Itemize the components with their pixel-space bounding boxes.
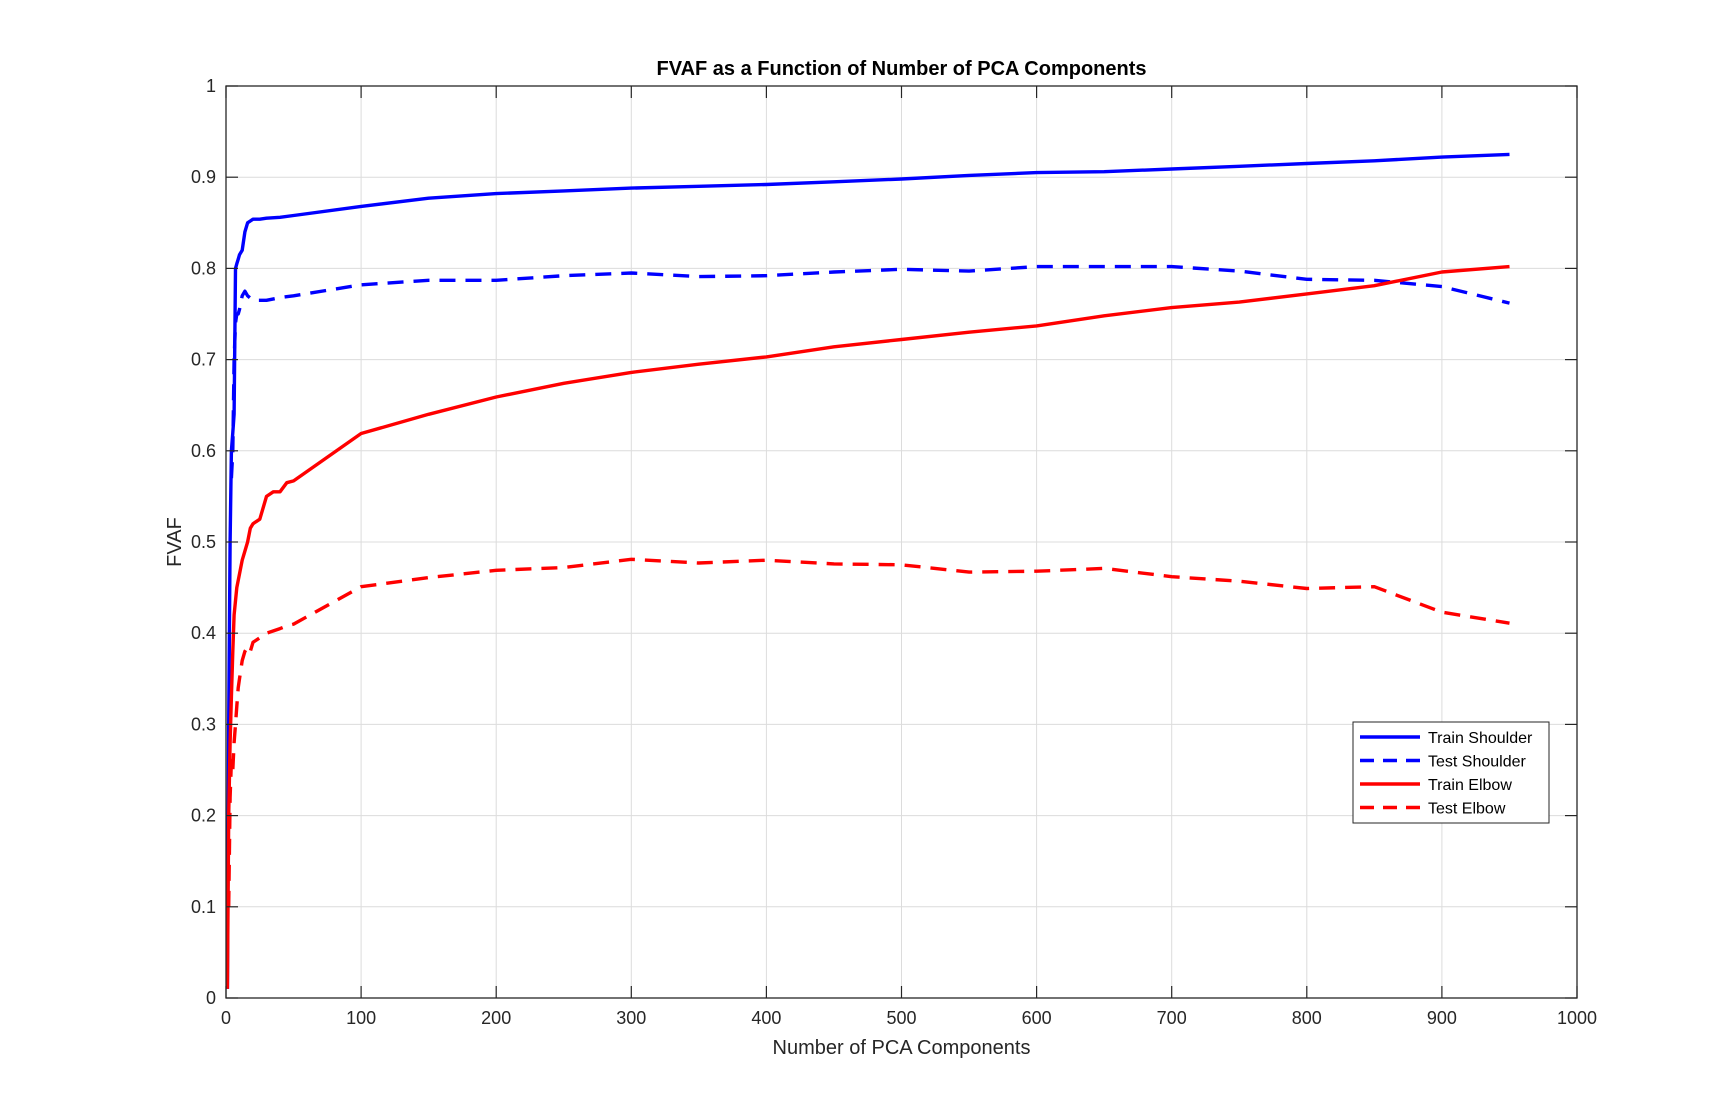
legend-label: Train Shoulder [1428, 730, 1533, 747]
y-tick-label: 0.7 [191, 350, 216, 370]
y-tick-label: 0.5 [191, 532, 216, 552]
x-axis-label: Number of PCA Components [773, 1037, 1031, 1059]
y-tick-label: 0.6 [191, 441, 216, 461]
legend: Train Shoulder Test Shoulder Train Elbow Te… [1352, 721, 1550, 824]
y-tick-label: 0.9 [191, 167, 216, 187]
x-tick-label: 300 [616, 1008, 646, 1028]
series-line-4 [227, 557, 1510, 907]
legend-label: Test Elbow [1428, 801, 1506, 818]
series-line-2 [229, 264, 1510, 479]
y-tick-label: 0.8 [191, 258, 216, 278]
plot-area [225, 85, 1578, 999]
legend-label: Train Elbow [1428, 777, 1512, 794]
x-tick-label: 800 [1292, 1008, 1322, 1028]
y-axis-label: FVAF [164, 517, 186, 567]
tick-marks [225, 85, 1578, 999]
y-tick-label: 1 [206, 76, 216, 96]
x-tick-label: 400 [751, 1008, 781, 1028]
x-tick-labels: 0 100 200 300 400 500 600 700 800 900 1000 [221, 1008, 1597, 1028]
legend-label: Test Shoulder [1428, 754, 1527, 771]
y-tick-label: 0.1 [191, 897, 216, 917]
x-tick-label: 600 [1022, 1008, 1052, 1028]
x-tick-label: 500 [886, 1008, 916, 1028]
y-tick-label: 0.2 [191, 806, 216, 826]
x-tick-label: 1000 [1557, 1008, 1597, 1028]
x-tick-label: 0 [221, 1008, 231, 1028]
y-tick-label: 0.4 [191, 623, 216, 643]
y-tick-label: 0 [206, 988, 216, 1008]
x-tick-label: 700 [1157, 1008, 1187, 1028]
x-tick-label: 100 [346, 1008, 376, 1028]
y-tick-label: 0.3 [191, 714, 216, 734]
chart-title: FVAF as a Function of Number of PCA Comp… [657, 58, 1147, 80]
y-tick-labels: 0 0.1 0.2 0.3 0.4 0.5 0.6 0.7 0.8 0.9 1 [191, 76, 216, 1008]
series-line-3 [225, 264, 1510, 989]
legend-entries: Train Shoulder Test Shoulder Train Elbow Te… [1360, 730, 1533, 818]
grid-lines [226, 86, 1577, 998]
x-tick-label: 200 [481, 1008, 511, 1028]
x-tick-label: 900 [1427, 1008, 1457, 1028]
